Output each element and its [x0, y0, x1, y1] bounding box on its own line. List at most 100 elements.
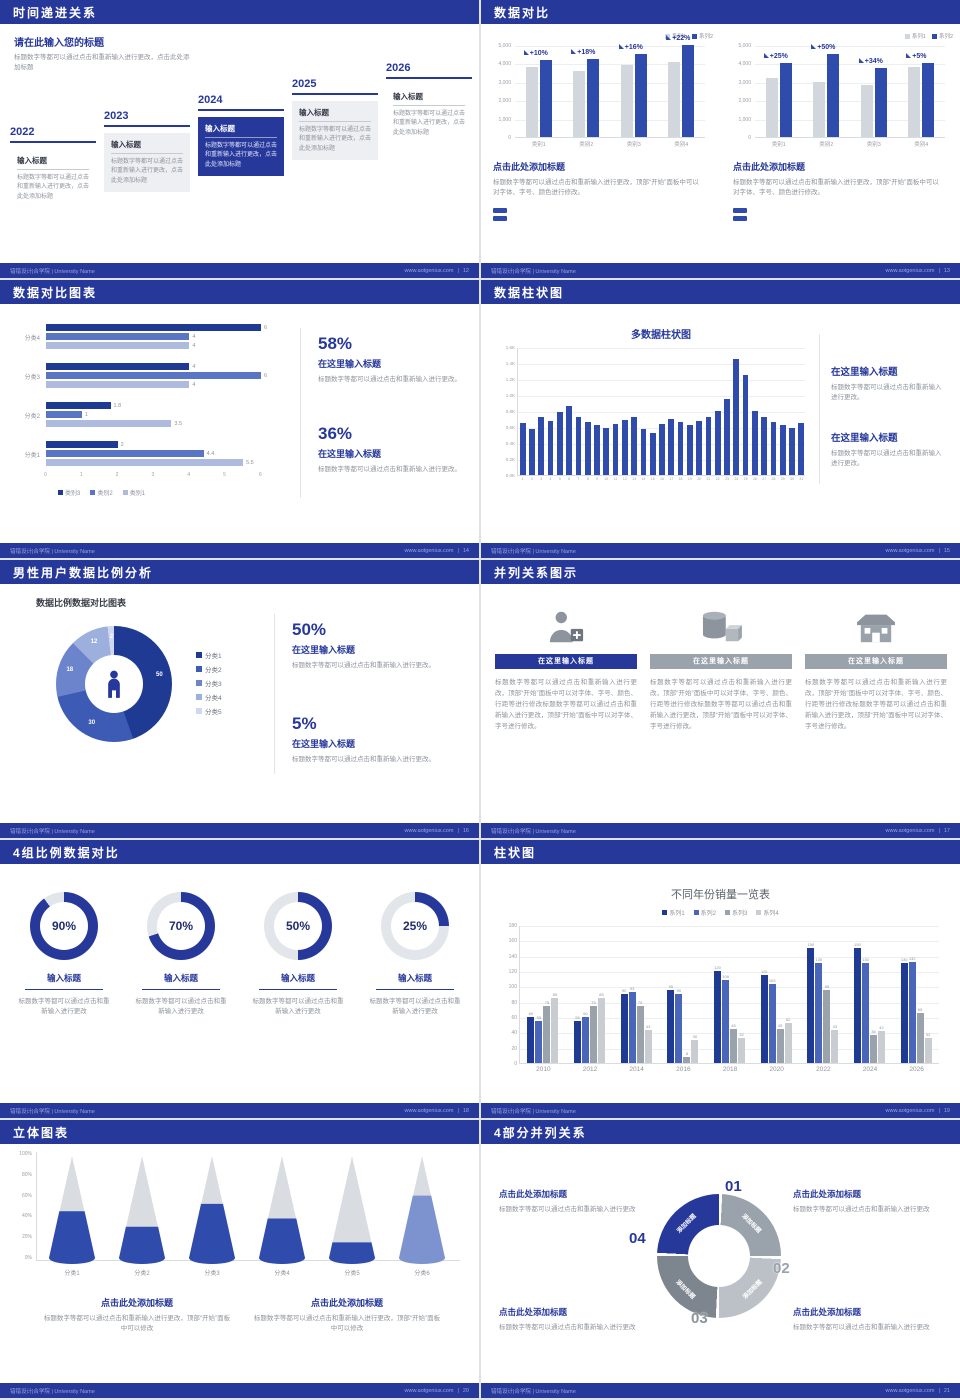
footer-site-link[interactable]: www.aotgenius.com [885, 267, 935, 274]
legend-item: 系列3 [725, 908, 747, 917]
cone-chart-item [328, 1154, 376, 1266]
arrow-icon [523, 50, 529, 56]
gridline [518, 380, 805, 381]
decorative-chips [493, 207, 705, 221]
slide-body: 90% 输入标题 标题数字等都可以通过点击和重新输入进行更改 70% 输入标题 标题数字等… [0, 864, 479, 1103]
block-title: 点击此处添加标题 [793, 1189, 862, 1199]
footer-site-link[interactable]: www.aotgenius.com [404, 547, 454, 554]
y-axis-tick: 80% [21, 1171, 32, 1178]
gridline [515, 119, 705, 121]
bar [640, 428, 647, 475]
footer-left: 错错设计|合学院 | University Name [491, 1388, 576, 1395]
x-axis-tick: 12 [622, 477, 627, 481]
stat-block: 5% 在这里输入标题 标题数字等都可以通过点击和重新输入进行更改。 [292, 714, 444, 765]
slice-value: 30 [88, 720, 96, 727]
legend-label: 系列1 [911, 34, 926, 40]
donut-gauge: 25% [381, 892, 449, 960]
footer-site-link[interactable]: www.aotgenius.com [404, 267, 454, 274]
bar [46, 441, 118, 448]
parallel-item: 在这里输入标题 标题数字等都可以通过点击和重新输入进行更改，顶部“开始”面板中可… [805, 600, 947, 732]
gauge-title: 输入标题 [142, 972, 220, 990]
bar-series2 [779, 63, 792, 137]
x-axis-tick: 2 [530, 477, 533, 481]
timeline-column: 2025 输入标题 标题数字等都可以通过点击和重新输入进行更改，点击此处添加标题 [292, 78, 378, 160]
item-header: 在这里输入标题 [650, 654, 792, 669]
block-title: 在这里输入标题 [831, 433, 898, 444]
gridline [518, 412, 805, 413]
footer-right: www.aotgenius.com | 15 [886, 548, 950, 554]
footer-page-number: 12 [462, 267, 469, 274]
category-label: 分类1 [64, 1271, 80, 1277]
footer-site-link[interactable]: www.aotgenius.com [404, 1387, 454, 1394]
footer-site-link[interactable]: www.aotgenius.com [885, 827, 935, 834]
chip [733, 207, 747, 213]
bar [770, 422, 777, 475]
timeline-box-title: 输入标题 [205, 123, 277, 138]
block-title: 点击此处添加标题 [499, 1189, 568, 1199]
stat-text: 标题数字等都可以通过点击和重新输入进行更改。 [292, 756, 435, 763]
legend-item: 分类3 [196, 678, 222, 688]
slide-header: 数据对比 [481, 0, 960, 24]
slide-header: 数据柱状图 [481, 280, 960, 304]
corner-block: 点击此处添加标题 标题数字等都可以通过点击和重新输入进行更改 [499, 1188, 651, 1215]
legend-item: 系列2 [931, 32, 953, 40]
x-axis-tick: 类别4 [674, 142, 689, 148]
x-axis-tick: 19 [687, 477, 692, 481]
gridline [515, 46, 705, 47]
bar [551, 997, 559, 1063]
x-axis-tick: 28 [771, 477, 776, 481]
bar [900, 963, 908, 1063]
x-axis-tick: 1 [79, 472, 83, 478]
bar [46, 450, 204, 457]
legend-label: 系列4 [763, 911, 779, 917]
y-axis-tick: 5,000 [738, 43, 751, 49]
caption-text: 标题数字等都可以通过点击和重新输入进行更改，顶部“开始”面板中可以修改 [253, 1315, 441, 1333]
x-axis-tick: 2010 [536, 1066, 551, 1073]
bar [738, 1038, 745, 1063]
intro-title: 请在此输入您的标题 [14, 38, 104, 49]
stat-value: 50% [292, 620, 327, 639]
y-axis-tick: 1.6K [505, 345, 515, 350]
bar-series1 [668, 61, 681, 137]
cone-shape [189, 1156, 235, 1264]
x-axis-tick: 2024 [862, 1066, 878, 1073]
footer-site-link[interactable]: www.aotgenius.com [885, 1107, 935, 1114]
legend-swatch [90, 490, 96, 495]
gridline [755, 119, 945, 121]
caption-block: 点击此处添加标题 标题数字等都可以通过点击和重新输入进行更改，顶部“开始”面板中… [493, 160, 705, 224]
bar [575, 416, 582, 475]
bar-value: 4 [192, 364, 196, 370]
bar-value: 95 [824, 984, 830, 990]
legend-label: 系列2 [700, 911, 716, 917]
ring-center [688, 1225, 750, 1287]
bar [733, 359, 740, 475]
legend-swatch [691, 33, 697, 39]
footer-page-number: 21 [943, 1387, 950, 1394]
footer-site-link[interactable]: www.aotgenius.com [404, 827, 454, 834]
bar [908, 961, 916, 1063]
slide-footer: 错错设计|合学院 | University Name www.aotgenius… [0, 543, 479, 558]
caption-title: 点击此处添加标题 [310, 1298, 383, 1308]
y-axis-tick: 1.0K [505, 393, 515, 398]
footer-site-link[interactable]: www.aotgenius.com [404, 1107, 454, 1114]
footer-site-link[interactable]: www.aotgenius.com [885, 547, 935, 554]
bar [46, 420, 172, 427]
item-text: 标题数字等都可以通过点击和重新输入进行更改，顶部“开始”面板中可以对字体、字号、… [650, 679, 792, 731]
gridline [520, 1018, 939, 1019]
segment-label: 添加标题 [676, 1213, 698, 1235]
x-axis-tick: 9 [595, 477, 598, 481]
timeline-box-text: 标题数字等都可以通过点击和重新输入进行更改，点击此处添加标题 [299, 127, 372, 152]
x-axis-tick: 类别4 [914, 142, 929, 148]
y-axis [36, 1152, 37, 1260]
bar [566, 406, 572, 475]
block-text: 标题数字等都可以通过点击和重新输入进行更改 [499, 1206, 636, 1213]
legend-item: 系列2 [693, 908, 716, 917]
legend-swatch [931, 33, 937, 39]
footer-site-link[interactable]: www.aotgenius.com [885, 1387, 935, 1394]
timeline-box-title: 输入标题 [17, 155, 89, 170]
bar-value: 85 [599, 991, 604, 997]
x-axis-tick: 2022 [816, 1066, 831, 1073]
footer-page-number: 15 [943, 547, 950, 554]
footer-separator: | [938, 1387, 940, 1394]
bar-value: 5.5 [246, 460, 254, 466]
